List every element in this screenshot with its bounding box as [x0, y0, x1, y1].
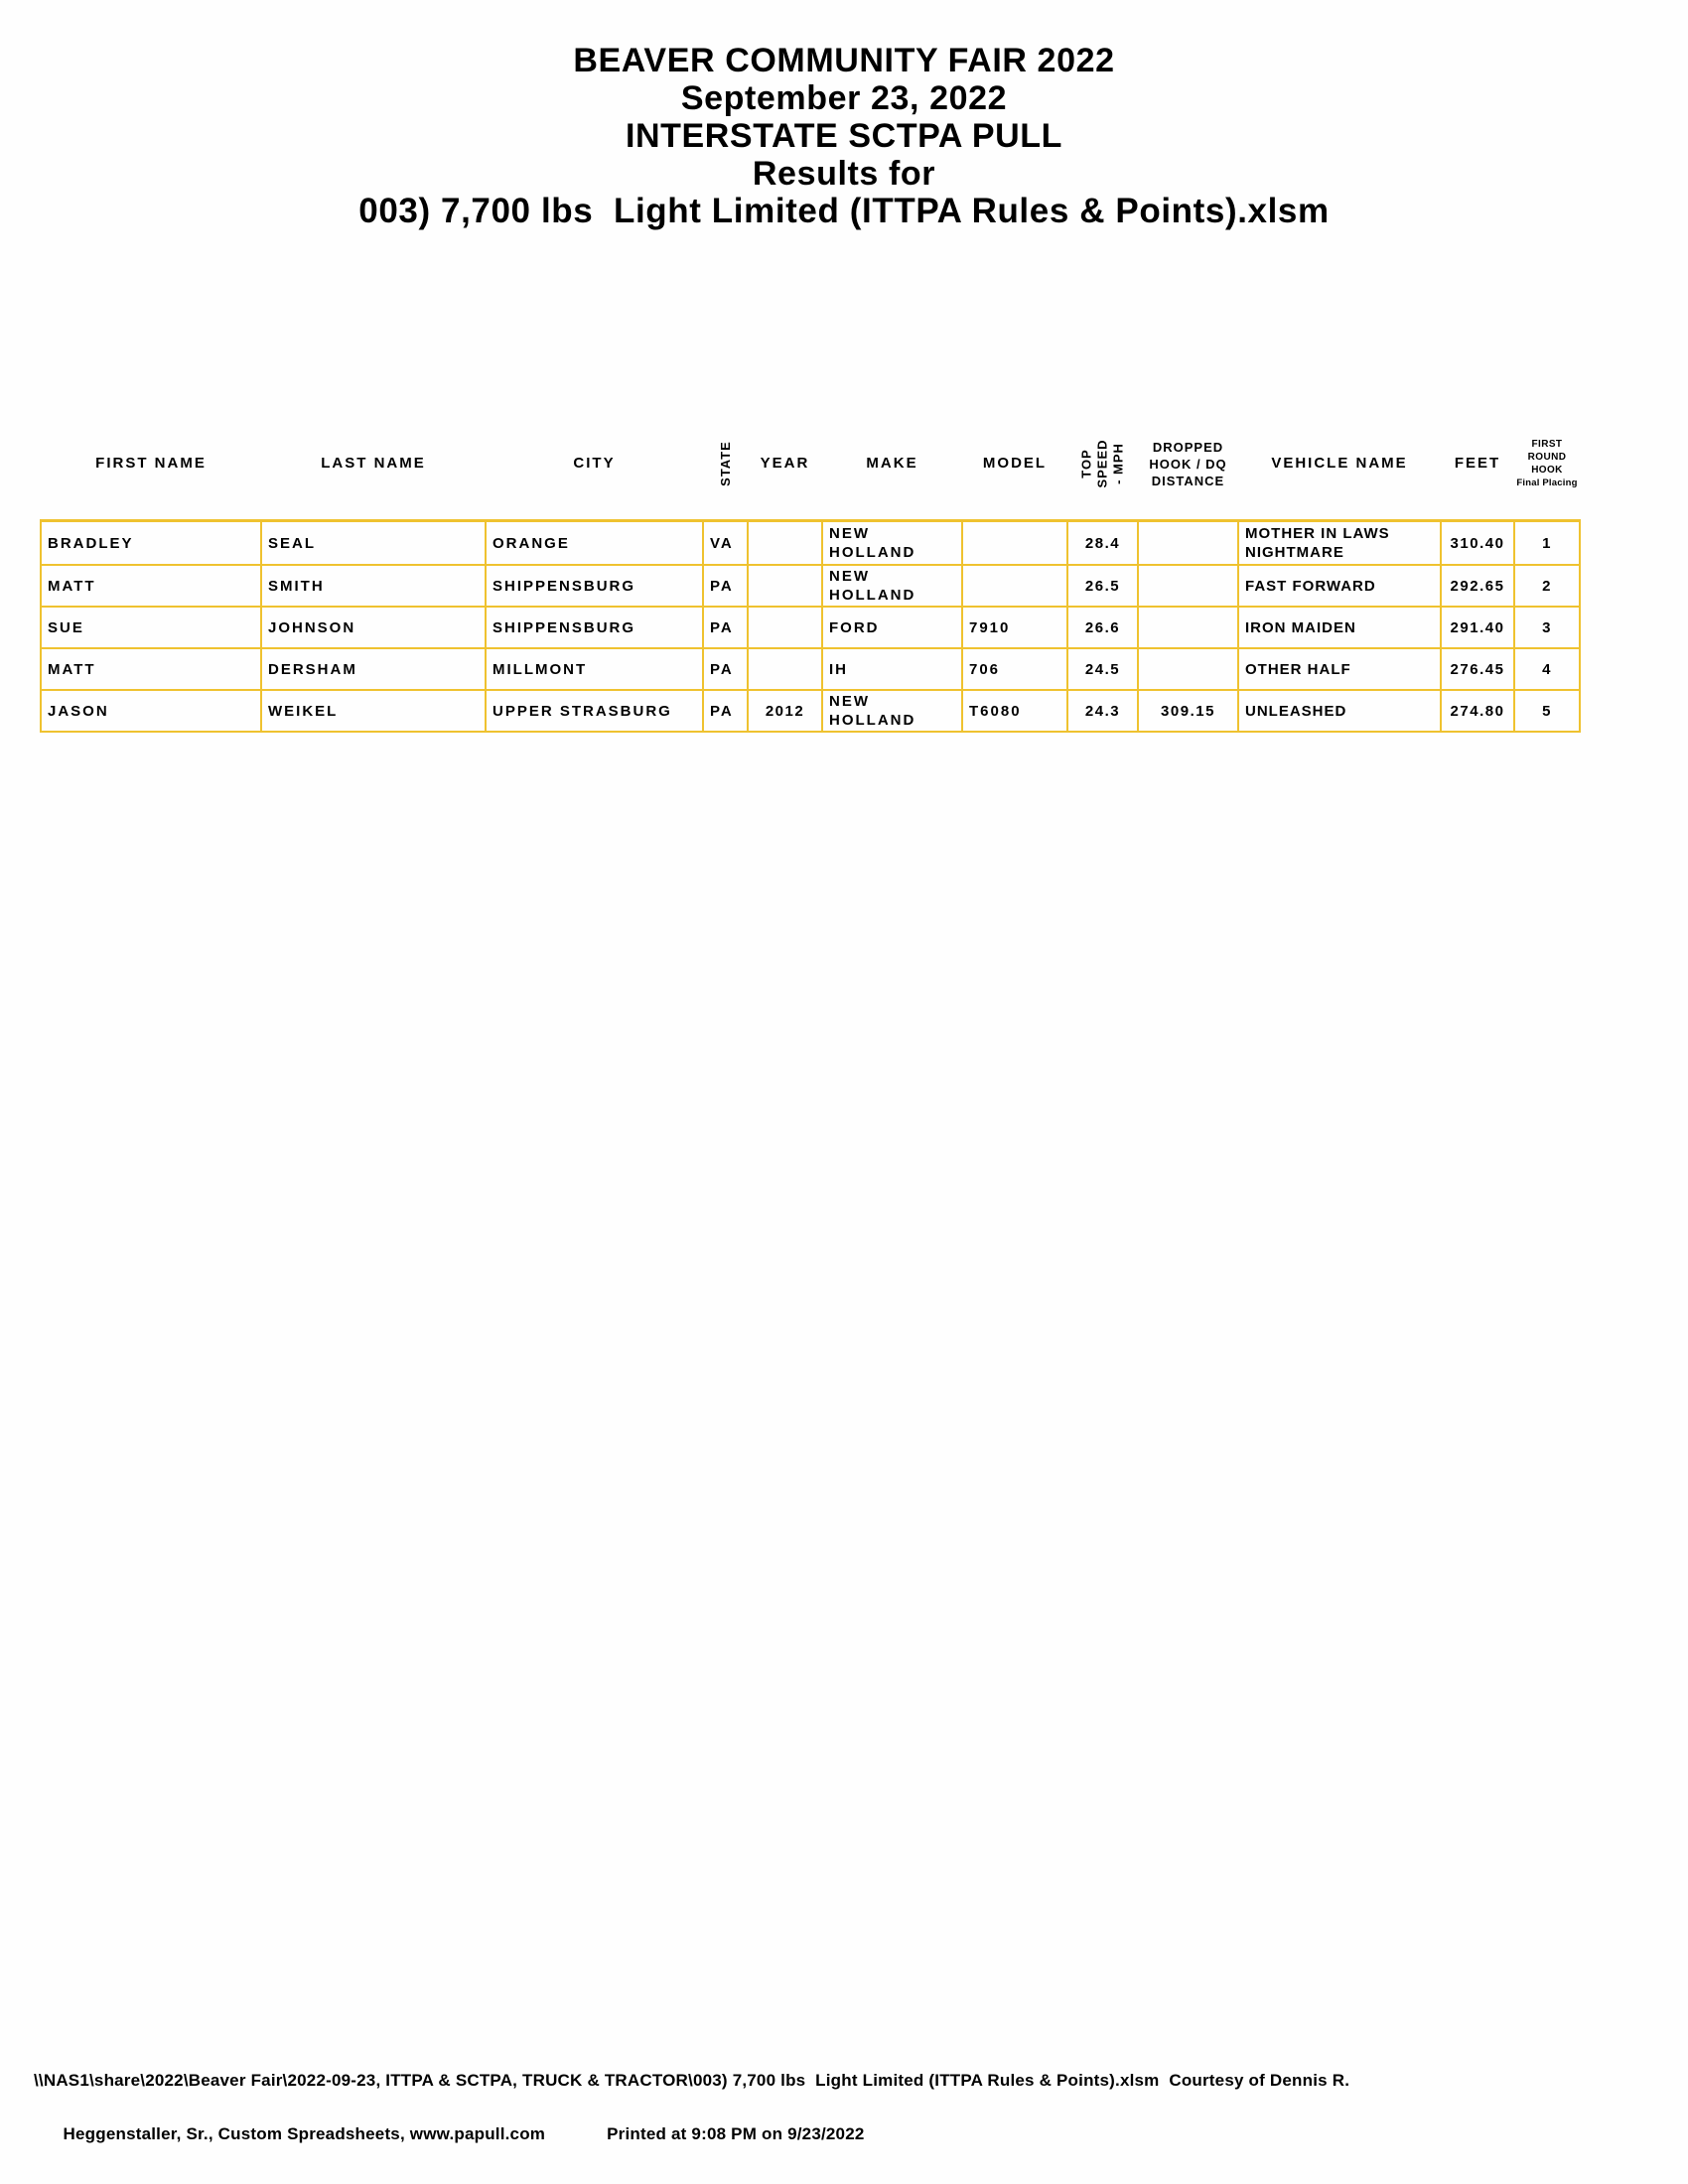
title-block: BEAVER COMMUNITY FAIR 2022 September 23,…: [0, 42, 1688, 230]
cell-top-speed: 24.3: [1068, 691, 1137, 731]
footer-credit: Heggenstaller, Sr., Custom Spreadsheets,…: [63, 2124, 546, 2143]
results-table: BRADLEY SEAL ORANGE VA NEW HOLLAND 28.4 …: [40, 519, 1581, 733]
cell-top-speed: 24.5: [1068, 649, 1137, 689]
cell-city: SHIPPENSBURG: [487, 566, 702, 606]
cell-top-speed: 28.4: [1068, 522, 1137, 564]
cell-first-name: MATT: [42, 649, 260, 689]
cell-dropped: [1139, 649, 1237, 689]
cell-dropped: [1139, 522, 1237, 564]
cell-dropped: [1139, 566, 1237, 606]
cell-make: NEW HOLLAND: [823, 522, 961, 564]
cell-city: SHIPPENSBURG: [487, 608, 702, 647]
cell-top-speed: 26.6: [1068, 608, 1137, 647]
cell-top-speed: 26.5: [1068, 566, 1137, 606]
cell-placing: 5: [1515, 691, 1579, 731]
cell-city: MILLMONT: [487, 649, 702, 689]
cell-placing: 2: [1515, 566, 1579, 606]
cell-city: UPPER STRASBURG: [487, 691, 702, 731]
cell-feet: 291.40: [1442, 608, 1513, 647]
title-class-file: 003) 7,700 lbs Light Limited (ITTPA Rule…: [358, 192, 1330, 230]
cell-state: PA: [704, 649, 747, 689]
cell-feet: 310.40: [1442, 522, 1513, 564]
cell-vehicle-name: FAST FORWARD: [1239, 566, 1440, 606]
cell-first-name: SUE: [42, 608, 260, 647]
cell-first-name: MATT: [42, 566, 260, 606]
cell-year: [749, 566, 821, 606]
cell-make: IH: [823, 649, 961, 689]
cell-dropped: 309.15: [1139, 691, 1237, 731]
col-header-vehicle-name: VEHICLE NAME: [1271, 455, 1408, 472]
col-header-first-name: FIRST NAME: [95, 455, 207, 472]
cell-vehicle-name: MOTHER IN LAWS NIGHTMARE: [1239, 522, 1440, 564]
cell-state: PA: [704, 608, 747, 647]
cell-placing: 1: [1515, 522, 1579, 564]
cell-year: [749, 608, 821, 647]
cell-last-name: JOHNSON: [262, 608, 485, 647]
cell-dropped: [1139, 608, 1237, 647]
cell-year: [749, 649, 821, 689]
cell-placing: 4: [1515, 649, 1579, 689]
col-header-last-name: LAST NAME: [321, 455, 426, 472]
cell-first-name: BRADLEY: [42, 522, 260, 564]
cell-model: 706: [963, 649, 1066, 689]
cell-model: [963, 522, 1066, 564]
cell-state: PA: [704, 566, 747, 606]
cell-last-name: SEAL: [262, 522, 485, 564]
cell-model: [963, 566, 1066, 606]
col-header-placing: FIRST ROUND HOOK Final Placing: [1516, 439, 1578, 488]
col-header-feet: FEET: [1454, 455, 1501, 472]
cell-state: VA: [704, 522, 747, 564]
cell-city: ORANGE: [487, 522, 702, 564]
col-header-city: CITY: [573, 455, 616, 472]
cell-feet: 274.80: [1442, 691, 1513, 731]
footer-printed-at: Printed at 9:08 PM on 9/23/2022: [607, 2124, 865, 2143]
cell-vehicle-name: IRON MAIDEN: [1239, 608, 1440, 647]
cell-feet: 292.65: [1442, 566, 1513, 606]
cell-model: 7910: [963, 608, 1066, 647]
cell-last-name: WEIKEL: [262, 691, 485, 731]
cell-make: NEW HOLLAND: [823, 691, 961, 731]
cell-feet: 276.45: [1442, 649, 1513, 689]
col-header-state: STATE: [717, 441, 733, 486]
col-header-model: MODEL: [982, 455, 1048, 472]
col-header-make: MAKE: [866, 455, 918, 472]
title-date: September 23, 2022: [680, 79, 1008, 117]
cell-model: T6080: [963, 691, 1066, 731]
cell-first-name: JASON: [42, 691, 260, 731]
cell-make: FORD: [823, 608, 961, 647]
footer: \\NAS1\share\2022\Beaver Fair\2022-09-23…: [34, 2070, 1349, 2167]
cell-last-name: SMITH: [262, 566, 485, 606]
results-table-header: FIRST NAME LAST NAME CITY STATE YEAR MAK…: [42, 412, 1579, 515]
title-results-for: Results for: [752, 155, 936, 193]
footer-file-path: \\NAS1\share\2022\Beaver Fair\2022-09-23…: [34, 2071, 1350, 2090]
cell-vehicle-name: UNLEASHED: [1239, 691, 1440, 731]
cell-year: 2012: [749, 691, 821, 731]
cell-state: PA: [704, 691, 747, 731]
cell-placing: 3: [1515, 608, 1579, 647]
col-header-top-speed: TOP SPEED - MPH: [1078, 439, 1126, 488]
cell-year: [749, 522, 821, 564]
cell-last-name: DERSHAM: [262, 649, 485, 689]
cell-make: NEW HOLLAND: [823, 566, 961, 606]
title-pull: INTERSTATE SCTPA PULL: [625, 117, 1063, 155]
col-header-dropped-hook: DROPPED HOOK / DQ DISTANCE: [1149, 439, 1227, 488]
title-event: BEAVER COMMUNITY FAIR 2022: [573, 42, 1115, 79]
col-header-year: YEAR: [760, 455, 810, 472]
cell-vehicle-name: OTHER HALF: [1239, 649, 1440, 689]
